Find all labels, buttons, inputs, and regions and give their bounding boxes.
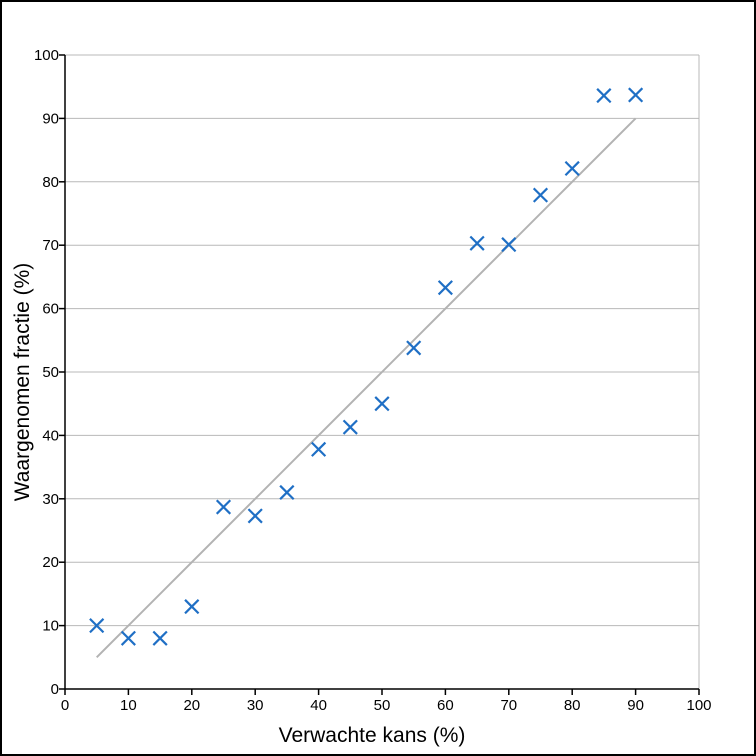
y-tick-label: 90	[42, 110, 59, 127]
y-tick-label: 70	[42, 237, 59, 254]
x-tick-label: 30	[247, 697, 264, 714]
x-axis-title: Verwachte kans (%)	[279, 724, 466, 747]
x-tick-label: 40	[310, 697, 327, 714]
y-tick-label: 10	[42, 618, 59, 635]
data-point	[406, 340, 422, 356]
reference-line-group	[95, 117, 637, 659]
y-tick-label: 40	[42, 427, 59, 444]
data-point	[532, 187, 549, 203]
y-tick-label: 50	[42, 364, 59, 381]
x-tick-label: 90	[627, 697, 644, 714]
data-point	[247, 508, 263, 524]
y-tick-label: 0	[51, 681, 59, 698]
y-tick-label: 60	[42, 301, 59, 318]
y-axis-title: Waargenomen fractie (%)	[11, 263, 34, 501]
x-tick-label: 20	[183, 697, 200, 714]
data-point	[437, 280, 453, 296]
data-point	[89, 618, 105, 634]
x-tick-label: 50	[374, 697, 391, 714]
x-tick-label: 0	[61, 697, 69, 714]
data-point	[564, 160, 580, 177]
y-tick-labels: 0 10 20 30 40 50 60 70 80 90 100	[34, 47, 59, 698]
y-tick-label: 30	[42, 491, 59, 508]
y-tick-label: 20	[42, 554, 59, 571]
x-tick-label: 100	[686, 697, 711, 714]
reference-line	[95, 117, 637, 659]
x-tick-label: 10	[120, 697, 137, 714]
data-points	[89, 87, 644, 646]
x-tick-label: 60	[437, 697, 454, 714]
data-point	[628, 87, 644, 103]
data-point	[120, 630, 136, 646]
data-point	[184, 599, 200, 615]
x-tick-label: 70	[500, 697, 517, 714]
data-point	[152, 630, 168, 646]
data-point	[342, 419, 358, 435]
y-tick-label: 80	[42, 174, 59, 191]
data-point	[374, 396, 390, 412]
x-tick-labels: 0 10 20 30 40 50 60 70 80 90 100	[61, 697, 712, 714]
data-point	[279, 484, 295, 501]
data-point	[311, 441, 327, 457]
y-tick-label: 100	[34, 47, 59, 64]
data-point	[469, 235, 485, 251]
x-tick-label: 80	[564, 697, 581, 714]
data-point	[596, 88, 612, 104]
data-point	[215, 499, 232, 515]
axes	[59, 54, 700, 695]
data-point	[501, 237, 517, 253]
